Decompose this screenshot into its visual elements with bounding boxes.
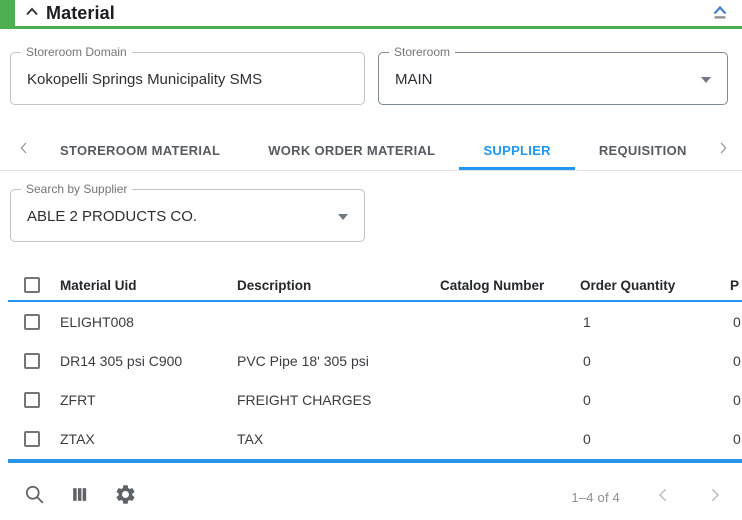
tab-scroll-left-button[interactable] (12, 130, 36, 170)
page-title: Material (46, 2, 115, 23)
search-icon (24, 484, 45, 510)
cell-order-quantity: 0 (583, 430, 591, 447)
column-header-catalog-number[interactable]: Catalog Number (440, 277, 545, 293)
tab-label: STOREROOM MATERIAL (60, 142, 221, 158)
chevron-right-icon (706, 486, 724, 509)
cell-material-uid: ZTAX (60, 430, 95, 447)
chevron-right-icon (715, 140, 731, 161)
table-row[interactable]: DR14 305 psi C900 PVC Pipe 18' 305 psi 0… (0, 341, 742, 380)
tab-label: WORK ORDER MATERIAL (268, 142, 436, 158)
supplier-search-row: Search by Supplier ABLE 2 PRODUCTS CO. (0, 182, 742, 242)
cell-order-quantity: 0 (583, 352, 591, 369)
previous-page-button[interactable] (654, 486, 672, 509)
pagination-range-label: 1–4 of 4 (571, 489, 620, 505)
tab-bar: STOREROOM MATERIAL WORK ORDER MATERIAL S… (0, 130, 742, 171)
storeroom-domain-value: Kokopelli Springs Municipality SMS (27, 71, 263, 88)
columns-button[interactable] (70, 485, 89, 509)
select-all-checkbox[interactable] (24, 277, 40, 293)
table-header-divider (8, 300, 742, 302)
table-row[interactable]: ZTAX TAX 0 0 (0, 419, 742, 458)
cell-p: 0 (733, 430, 741, 447)
supplier-value: ABLE 2 PRODUCTS CO. (27, 208, 198, 225)
cell-p: 0 (733, 313, 741, 330)
gear-icon (114, 483, 137, 511)
column-header-material-uid[interactable]: Material Uid (60, 277, 137, 293)
table-bottom-divider (8, 459, 742, 463)
tab-label: SUPPLIER (483, 142, 551, 158)
cell-description: TAX (237, 430, 264, 447)
form-fields-row: Storeroom Domain Kokopelli Springs Munic… (0, 45, 742, 105)
tab-label: REQUISITION (598, 142, 687, 158)
column-header-order-quantity[interactable]: Order Quantity (580, 277, 676, 293)
tabs-container: STOREROOM MATERIAL WORK ORDER MATERIAL S… (36, 130, 711, 170)
cell-order-quantity: 0 (583, 391, 591, 408)
cell-material-uid: DR14 305 psi C900 (60, 352, 183, 369)
cell-description: PVC Pipe 18' 305 psi (237, 352, 369, 369)
cell-material-uid: ELIGHT008 (60, 313, 134, 330)
chevron-up-icon (25, 4, 39, 22)
storeroom-select[interactable]: Storeroom MAIN (378, 45, 728, 105)
panel-accent-block (0, 0, 15, 26)
table-row[interactable]: ELIGHT008 1 0 (0, 302, 742, 341)
tab-scroll-right-button[interactable] (711, 130, 735, 170)
cell-description: FREIGHT CHARGES (237, 391, 372, 408)
tab-supplier[interactable]: SUPPLIER (459, 130, 576, 170)
storeroom-value: MAIN (395, 71, 433, 88)
table-header-row: Material Uid Description Catalog Number … (0, 270, 742, 300)
supplier-select[interactable]: Search by Supplier ABLE 2 PRODUCTS CO. (10, 182, 365, 242)
collapse-all-button[interactable] (710, 1, 730, 26)
cell-order-quantity: 1 (583, 313, 591, 330)
cell-p: 0 (733, 352, 741, 369)
table-footer: 1–4 of 4 (0, 476, 742, 518)
column-header-description[interactable]: Description (237, 277, 312, 293)
dropdown-caret-icon (701, 76, 711, 83)
pagination: 1–4 of 4 (571, 486, 724, 509)
tab-storeroom-material[interactable]: STOREROOM MATERIAL (36, 130, 244, 170)
row-checkbox[interactable] (24, 391, 40, 408)
supplier-label: Search by Supplier (21, 182, 133, 196)
columns-icon (70, 485, 89, 509)
collapse-panel-button[interactable] (25, 4, 39, 22)
chevron-left-icon (654, 486, 672, 509)
eject-icon (710, 1, 730, 26)
settings-button[interactable] (114, 483, 137, 511)
cell-material-uid: ZFRT (60, 391, 96, 408)
chevron-left-icon (16, 140, 32, 161)
storeroom-domain-field[interactable]: Storeroom Domain Kokopelli Springs Munic… (10, 45, 365, 105)
table-row[interactable]: ZFRT FREIGHT CHARGES 0 0 (0, 380, 742, 419)
row-checkbox[interactable] (24, 430, 40, 447)
tab-requisition[interactable]: REQUISITION (575, 130, 711, 170)
supplier-material-table: Material Uid Description Catalog Number … (0, 270, 742, 463)
row-checkbox[interactable] (24, 352, 40, 369)
column-header-p[interactable]: P (730, 277, 740, 293)
tab-work-order-material[interactable]: WORK ORDER MATERIAL (244, 130, 459, 170)
dropdown-caret-icon (338, 213, 348, 220)
next-page-button[interactable] (706, 486, 724, 509)
row-checkbox[interactable] (24, 313, 40, 330)
storeroom-domain-label: Storeroom Domain (21, 45, 132, 59)
storeroom-label: Storeroom (389, 45, 456, 59)
cell-p: 0 (733, 391, 741, 408)
search-button[interactable] (24, 484, 45, 510)
panel-header: Material (0, 0, 742, 29)
